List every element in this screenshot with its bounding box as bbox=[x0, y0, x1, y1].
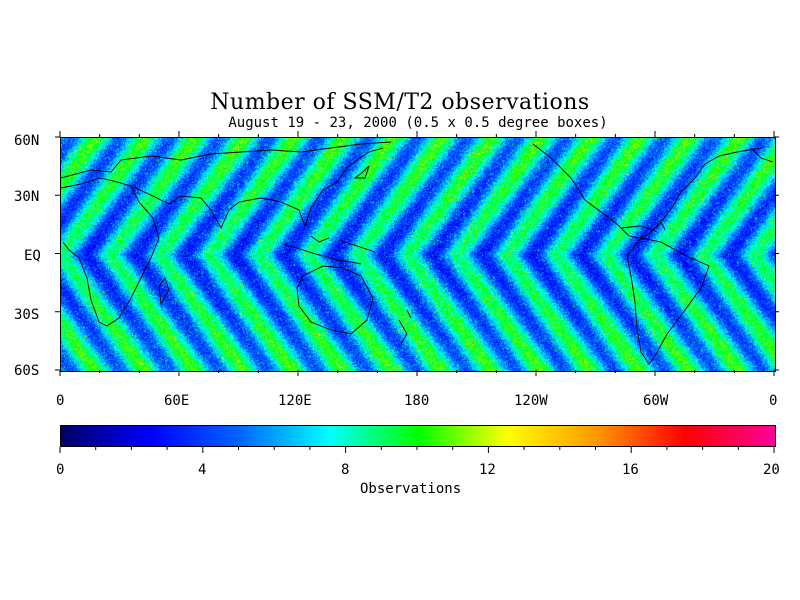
coastline-south-asia bbox=[130, 185, 306, 230]
coastline-australia bbox=[296, 265, 374, 335]
colorbar-tick-16: 16 bbox=[622, 462, 639, 478]
observation-heatmap bbox=[61, 138, 775, 371]
lon-label-180: 180 bbox=[404, 393, 430, 409]
colorbar-tick-0: 0 bbox=[56, 462, 65, 478]
lon-label-60w: 60W bbox=[643, 393, 669, 409]
colorbar-gradient bbox=[61, 426, 775, 446]
coastline-overlay bbox=[61, 141, 774, 365]
coastline-madagascar bbox=[158, 277, 170, 306]
coastline-japan bbox=[353, 165, 370, 179]
lat-label-eq: EQ bbox=[24, 248, 41, 264]
lat-label-30n: 30N bbox=[14, 189, 40, 205]
coastline-indonesia bbox=[282, 235, 376, 265]
coastline-africa bbox=[61, 177, 160, 327]
lat-label-30s: 30S bbox=[14, 307, 40, 323]
coastline-eurasia bbox=[61, 141, 392, 179]
coastline-new-zealand bbox=[398, 309, 412, 345]
colorbar bbox=[60, 425, 776, 447]
map-subtitle: August 19 - 23, 2000 (0.5 x 0.5 degree b… bbox=[228, 115, 608, 131]
coastline-north-america bbox=[532, 143, 762, 239]
coastline-caribbean bbox=[620, 221, 666, 233]
lon-label-120e: 120E bbox=[278, 393, 312, 409]
map-title: Number of SSM/T2 observations bbox=[210, 90, 590, 115]
lat-label-60n: 60N bbox=[14, 133, 40, 149]
coastline-south-america bbox=[626, 237, 710, 365]
colorbar-tick-20: 20 bbox=[763, 462, 780, 478]
colorbar-tick-4: 4 bbox=[198, 462, 207, 478]
lon-label-0: 0 bbox=[56, 393, 65, 409]
lon-label-0-end: 0 bbox=[769, 393, 778, 409]
colorbar-tick-12: 12 bbox=[479, 462, 496, 478]
colorbar-tick-8: 8 bbox=[341, 462, 350, 478]
lon-label-120w: 120W bbox=[514, 393, 548, 409]
lon-label-60e: 60E bbox=[164, 393, 190, 409]
coastline-greenland bbox=[750, 147, 774, 163]
colorbar-label: Observations bbox=[360, 481, 462, 497]
lat-label-60s: 60S bbox=[14, 363, 40, 379]
observation-map bbox=[60, 137, 776, 372]
coastline-east-asia bbox=[304, 147, 384, 227]
